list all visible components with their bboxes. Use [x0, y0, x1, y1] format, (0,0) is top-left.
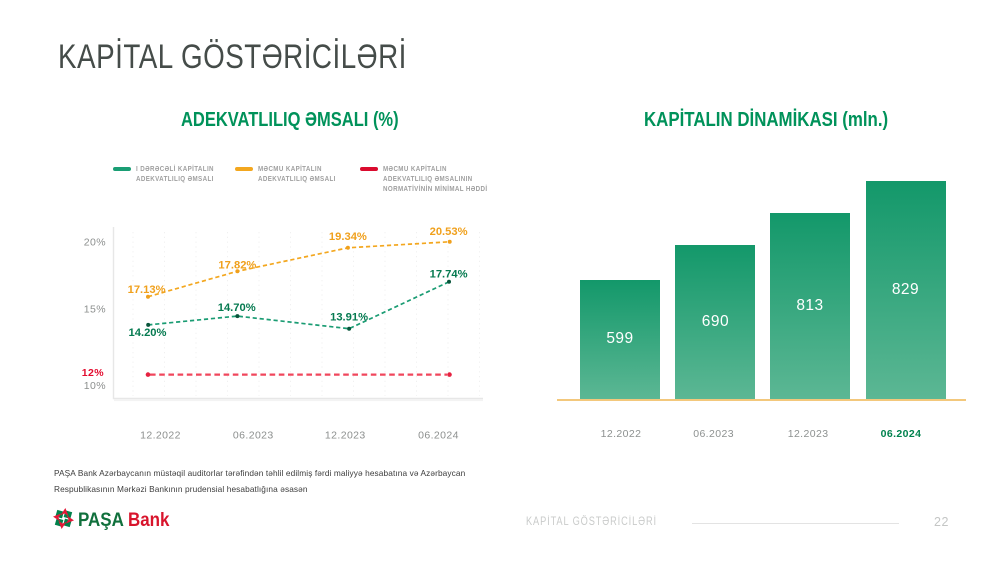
svg-text:14.70%: 14.70% — [218, 302, 256, 314]
svg-text:06.2024: 06.2024 — [418, 430, 459, 442]
svg-text:14.20%: 14.20% — [129, 327, 167, 339]
svg-text:12.2022: 12.2022 — [140, 430, 181, 442]
svg-text:12%: 12% — [82, 367, 104, 379]
svg-text:20%: 20% — [84, 237, 106, 249]
svg-text:17.74%: 17.74% — [430, 268, 468, 280]
svg-text:15%: 15% — [84, 304, 106, 316]
svg-text:20.53%: 20.53% — [430, 226, 468, 238]
svg-text:19.34%: 19.34% — [329, 231, 367, 243]
svg-text:17.13%: 17.13% — [128, 284, 166, 296]
svg-text:10%: 10% — [84, 380, 106, 392]
svg-text:17.82%: 17.82% — [218, 260, 256, 272]
svg-text:06.2023: 06.2023 — [233, 430, 274, 442]
svg-text:13.91%: 13.91% — [330, 312, 368, 324]
svg-text:12.2023: 12.2023 — [325, 430, 366, 442]
